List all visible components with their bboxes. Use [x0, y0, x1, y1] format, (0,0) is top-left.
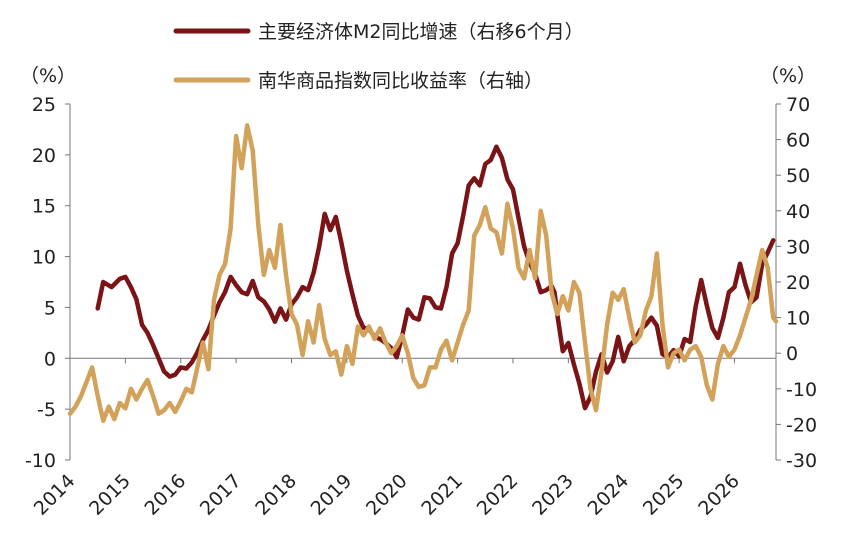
x-tick-label: 2015 — [85, 470, 135, 520]
left-tick-label: -10 — [25, 450, 56, 472]
right-tick-label: 30 — [786, 236, 810, 258]
series-line-m2 — [95, 144, 776, 411]
left-tick-label: 5 — [44, 297, 56, 319]
x-tick-label: 2023 — [528, 470, 578, 520]
right-tick-label: 50 — [786, 165, 810, 187]
left-tick-label: 15 — [32, 196, 56, 218]
right-tick-label: -10 — [786, 379, 817, 401]
x-tick-label: 2026 — [694, 470, 744, 520]
x-tick-label: 2017 — [196, 470, 246, 520]
series-line-nanhua — [67, 123, 779, 424]
x-tick-label: 2025 — [639, 470, 689, 520]
x-tick-label: 2018 — [251, 470, 301, 520]
left-tick-label: 20 — [32, 145, 56, 167]
right-tick-label: -20 — [786, 414, 817, 436]
right-axis-unit: （%） — [760, 65, 816, 87]
left-tick-label: -5 — [37, 399, 56, 421]
x-tick-label: 2020 — [362, 470, 412, 520]
legend: 主要经济体M2同比增速（右移6个月） 南华商品指数同比收益率（右轴） — [173, 21, 584, 92]
right-tick-label: 70 — [786, 94, 810, 116]
x-tick-label: 2022 — [473, 470, 523, 520]
right-tick-label: 40 — [786, 201, 810, 223]
right-tick-label: -30 — [786, 450, 817, 472]
right-tick-label: 0 — [786, 343, 798, 365]
x-tick-label: 2016 — [141, 470, 191, 520]
x-tick-label: 2019 — [307, 470, 357, 520]
x-tick-label: 2024 — [584, 470, 634, 520]
legend-label-nanhua: 南华商品指数同比收益率（右轴） — [258, 70, 543, 92]
x-tick-label: 2021 — [417, 470, 467, 520]
legend-label-m2: 主要经济体M2同比增速（右移6个月） — [258, 21, 584, 43]
series-layer — [67, 123, 779, 424]
left-tick-label: 25 — [32, 94, 56, 116]
left-axis-unit: （%） — [20, 65, 76, 87]
left-tick-label: 10 — [32, 247, 56, 269]
left-tick-label: 0 — [44, 348, 56, 370]
right-tick-label: 60 — [786, 130, 810, 152]
right-tick-label: 20 — [786, 272, 810, 294]
right-tick-label: 10 — [786, 308, 810, 330]
x-tick-label: 2014 — [30, 470, 80, 520]
